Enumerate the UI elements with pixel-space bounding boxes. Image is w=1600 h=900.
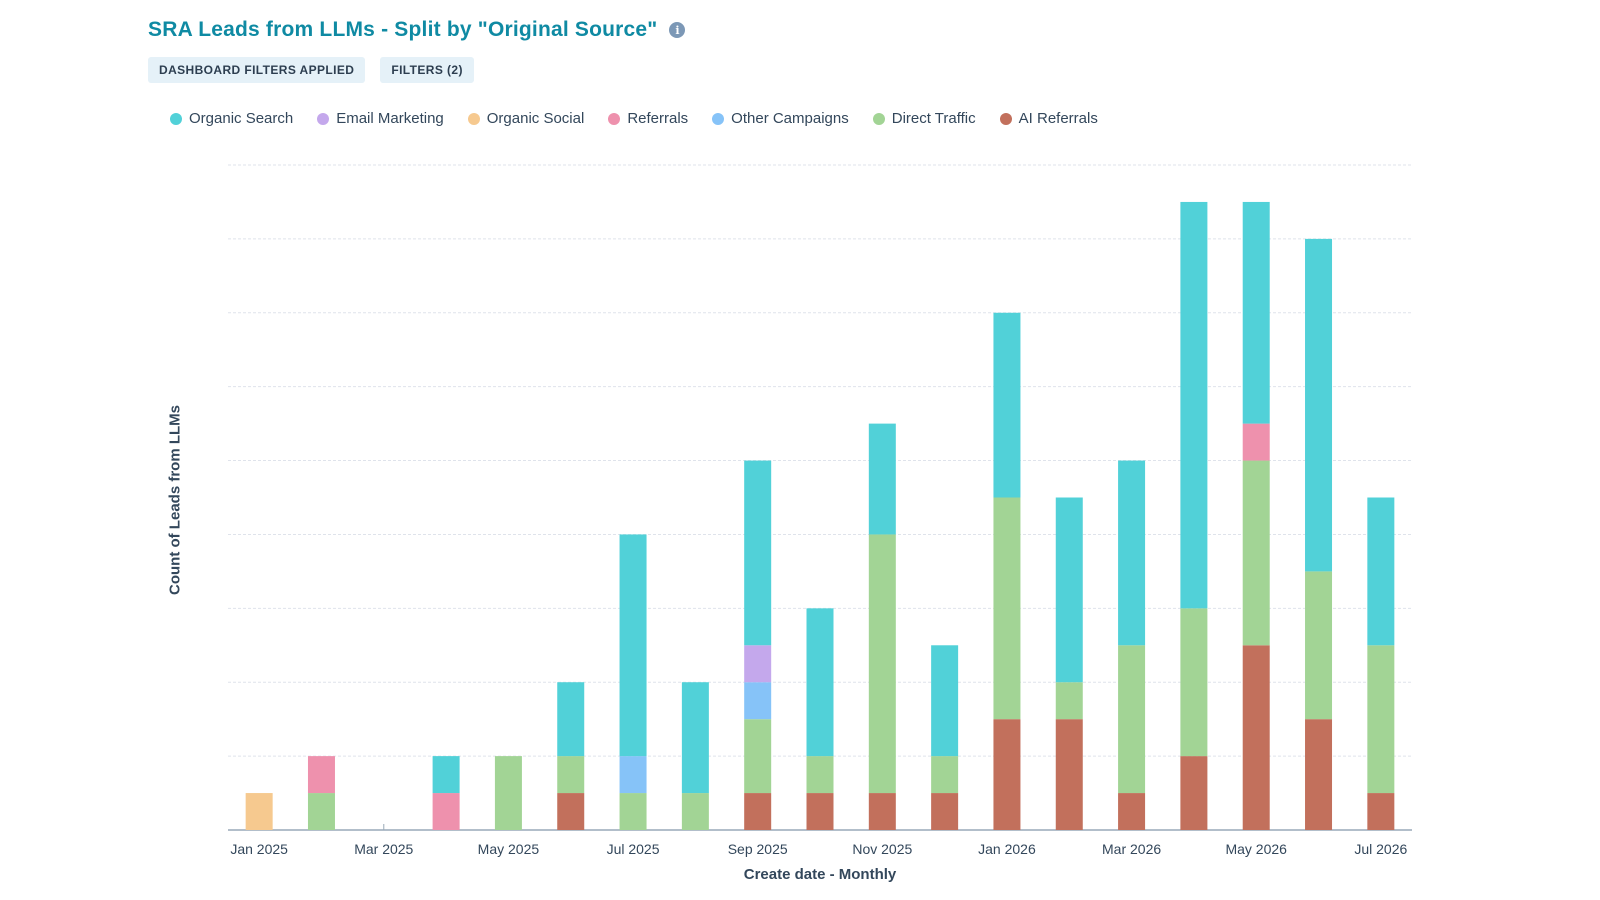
bar-segment-ai-referrals[interactable] <box>744 793 772 830</box>
legend-label: Direct Traffic <box>891 110 976 127</box>
chart-title: SRA Leads from LLMs - Split by "Original… <box>148 18 658 41</box>
bar-segment-direct-traffic[interactable] <box>619 793 647 830</box>
legend-label: AI Referrals <box>1018 110 1098 127</box>
bar-segment-referrals[interactable] <box>307 756 335 794</box>
bar-segment-direct-traffic[interactable] <box>1180 608 1208 757</box>
x-tick-label: May 2026 <box>1225 841 1287 857</box>
bar-segment-organic-search[interactable] <box>432 756 460 794</box>
chart-legend: Organic Search Email Marketing Organic Soc… <box>170 110 1098 127</box>
legend-swatch <box>872 112 885 125</box>
legend-label: Organic Search <box>189 110 294 127</box>
bar-segment-direct-traffic[interactable] <box>681 793 709 830</box>
bar-segment-direct-traffic[interactable] <box>931 756 959 794</box>
bar-segment-organic-search[interactable] <box>806 608 834 757</box>
legend-label: Email Marketing <box>336 110 444 127</box>
bar-segment-direct-traffic[interactable] <box>868 534 896 794</box>
bar-segment-ai-referrals[interactable] <box>868 793 896 830</box>
bar-segment-organic-search[interactable] <box>681 682 709 794</box>
y-axis-label: Count of Leads from LLMs <box>166 405 184 595</box>
legend-swatch <box>999 112 1012 125</box>
legend-swatch <box>712 112 725 125</box>
filters-count-chip[interactable]: FILTERS (2) <box>380 57 474 83</box>
bar-segment-organic-search[interactable] <box>1055 497 1083 683</box>
legend-swatch <box>170 112 182 125</box>
x-axis-label: Create date - Monthly <box>743 866 897 883</box>
x-tick-label: Jan 2025 <box>230 841 288 857</box>
bar-segment-organic-search[interactable] <box>993 312 1021 498</box>
legend-item-direct-traffic[interactable]: Direct Traffic <box>872 110 976 127</box>
info-icon[interactable]: i <box>669 22 686 38</box>
bar-segment-direct-traffic[interactable] <box>993 497 1021 720</box>
bar-segment-ai-referrals[interactable] <box>993 719 1021 830</box>
bar-segment-direct-traffic[interactable] <box>1242 460 1270 646</box>
x-tick-label: Jul 2025 <box>607 841 660 857</box>
bar-segment-organic-search[interactable] <box>868 423 896 535</box>
x-tick-label: Jan 2026 <box>978 841 1036 857</box>
bar-segment-ai-referrals[interactable] <box>557 793 585 830</box>
dashboard-filters-chip[interactable]: DASHBOARD FILTERS APPLIED <box>148 57 366 83</box>
bar-segment-referrals[interactable] <box>1242 423 1270 461</box>
bar-segment-ai-referrals[interactable] <box>1180 756 1208 830</box>
bar-segment-other-campaigns[interactable] <box>619 756 647 794</box>
bar-segment-direct-traffic[interactable] <box>1055 682 1083 720</box>
bar-segment-organic-search[interactable] <box>1180 201 1208 609</box>
x-tick-label: Mar 2025 <box>354 841 413 857</box>
bar-segment-referrals[interactable] <box>432 793 460 830</box>
legend-swatch <box>317 112 330 125</box>
bar-segment-organic-search[interactable] <box>744 460 772 646</box>
bar-segment-direct-traffic[interactable] <box>494 756 522 830</box>
bar-segment-ai-referrals[interactable] <box>931 793 959 830</box>
legend-item-organic-search[interactable]: Organic Search <box>170 110 293 127</box>
bar-segment-direct-traffic[interactable] <box>806 756 834 794</box>
bar-segment-organic-search[interactable] <box>557 682 585 757</box>
bar-segment-organic-search[interactable] <box>1367 497 1395 646</box>
x-tick-label: Sep 2025 <box>728 841 788 857</box>
legend-swatch <box>608 112 621 125</box>
bar-segment-other-campaigns[interactable] <box>744 682 772 720</box>
bar-segment-ai-referrals[interactable] <box>1242 645 1270 830</box>
bar-segment-organic-search[interactable] <box>1242 201 1270 424</box>
bar-segment-direct-traffic[interactable] <box>1305 571 1333 720</box>
x-tick-label: May 2025 <box>478 841 540 857</box>
legend-item-referrals[interactable]: Referrals <box>608 110 688 127</box>
bar-segment-direct-traffic[interactable] <box>1118 645 1146 794</box>
bar-segment-ai-referrals[interactable] <box>806 793 834 830</box>
legend-item-email-marketing[interactable]: Email Marketing <box>317 110 444 127</box>
bar-segment-ai-referrals[interactable] <box>1055 719 1083 830</box>
bar-segment-organic-search[interactable] <box>619 534 647 757</box>
bar-segment-organic-search[interactable] <box>1118 460 1146 646</box>
chart-title-row: SRA Leads from LLMs - Split by "Original… <box>148 18 686 42</box>
legend-label: Referrals <box>627 110 689 127</box>
x-tick-label: Nov 2025 <box>852 841 912 857</box>
bar-segment-ai-referrals[interactable] <box>1367 793 1395 830</box>
x-tick-label: Jul 2026 <box>1354 841 1407 857</box>
bar-segment-direct-traffic[interactable] <box>557 756 585 794</box>
bar-segment-direct-traffic[interactable] <box>744 719 772 794</box>
bar-segment-email-marketing[interactable] <box>744 645 772 683</box>
bar-segment-ai-referrals[interactable] <box>1118 793 1146 830</box>
legend-item-organic-social[interactable]: Organic Social <box>467 110 585 127</box>
legend-label: Other Campaigns <box>731 110 849 127</box>
legend-item-other-campaigns[interactable]: Other Campaigns <box>712 110 849 127</box>
bar-segment-direct-traffic[interactable] <box>1367 645 1395 794</box>
x-tick-label: Mar 2026 <box>1102 841 1161 857</box>
legend-label: Organic Social <box>486 110 585 127</box>
bar-segment-organic-search[interactable] <box>931 645 959 757</box>
legend-item-ai-referrals[interactable]: AI Referrals <box>999 110 1098 127</box>
legend-swatch <box>467 112 480 125</box>
bar-segment-organic-social[interactable] <box>245 793 273 830</box>
bar-segment-organic-search[interactable] <box>1305 238 1333 572</box>
filter-chips: DASHBOARD FILTERS APPLIED FILTERS (2) <box>148 57 474 83</box>
bar-segment-ai-referrals[interactable] <box>1305 719 1333 830</box>
bar-segment-direct-traffic[interactable] <box>307 793 335 830</box>
